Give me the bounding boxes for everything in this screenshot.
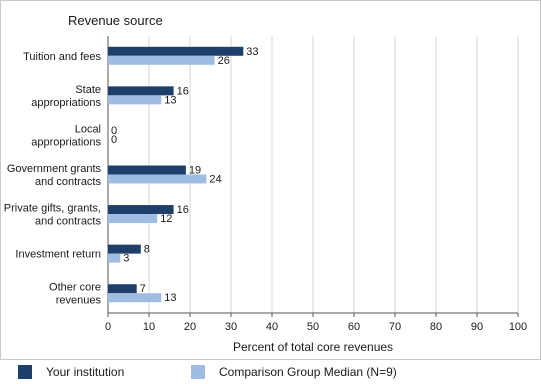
bar-comparison-median [108, 214, 158, 224]
data-label: 19 [189, 165, 201, 177]
bar-your-institution [108, 46, 244, 56]
bar-your-institution [108, 284, 137, 294]
data-label: 13 [164, 292, 176, 304]
category-label: State [75, 84, 101, 96]
category-label: Investment return [15, 249, 101, 261]
category-header: Revenue source [68, 13, 163, 28]
x-tick-label: 50 [307, 321, 319, 333]
bar-your-institution [108, 165, 186, 175]
legend-item-your-institution: Your institution [18, 364, 124, 380]
data-label: 33 [246, 46, 258, 58]
x-tick-label: 100 [509, 321, 527, 333]
data-label: 7 [140, 283, 146, 295]
category-label: and contracts [35, 216, 102, 228]
x-tick-label: 40 [266, 321, 278, 333]
x-tick-label: 60 [348, 321, 360, 333]
x-tick-label: 90 [471, 321, 483, 333]
chart-legend: Your institution Comparison Group Median… [0, 359, 541, 384]
data-label: 16 [177, 204, 189, 216]
bar-comparison-median [108, 95, 162, 105]
bar-your-institution [108, 244, 141, 254]
data-label: 12 [160, 213, 172, 225]
legend-swatch-your-institution [18, 365, 32, 379]
category-label: revenues [56, 295, 102, 307]
bar-comparison-median [108, 253, 121, 263]
legend-swatch-comparison-median [191, 365, 205, 379]
x-tick-label: 80 [430, 321, 442, 333]
category-label: appropriations [31, 97, 101, 109]
bar-your-institution [108, 205, 174, 215]
category-label: Private gifts, grants, [4, 203, 101, 215]
data-label: 8 [144, 244, 150, 256]
bar-comparison-median [108, 293, 162, 303]
x-tick-label: 30 [225, 321, 237, 333]
category-label: Other core [49, 282, 101, 294]
legend-item-comparison-median: Comparison Group Median (N=9) [191, 364, 397, 380]
legend-label-comparison-median: Comparison Group Median (N=9) [219, 365, 397, 379]
data-label: 16 [177, 85, 189, 97]
category-label: Tuition and fees [23, 51, 101, 63]
category-label: Government grants [7, 163, 102, 175]
bar-comparison-median [108, 55, 215, 65]
bar-your-institution [108, 86, 174, 96]
data-label: 26 [218, 55, 230, 67]
data-label: 24 [209, 174, 221, 186]
x-tick-label: 0 [105, 321, 111, 333]
x-tick-label: 10 [143, 321, 155, 333]
data-label: 13 [164, 94, 176, 106]
legend-label-your-institution: Your institution [46, 365, 125, 379]
category-label: Local [75, 123, 101, 135]
category-label: appropriations [31, 136, 101, 148]
x-tick-label: 20 [184, 321, 196, 333]
bar-comparison-median [108, 174, 207, 184]
data-label: 0 [111, 134, 117, 146]
data-label: 3 [123, 253, 129, 265]
x-tick-label: 70 [389, 321, 401, 333]
category-label: and contracts [35, 176, 102, 188]
data-label: 0 [111, 125, 117, 137]
x-axis-label: Percent of total core revenues [233, 340, 393, 354]
